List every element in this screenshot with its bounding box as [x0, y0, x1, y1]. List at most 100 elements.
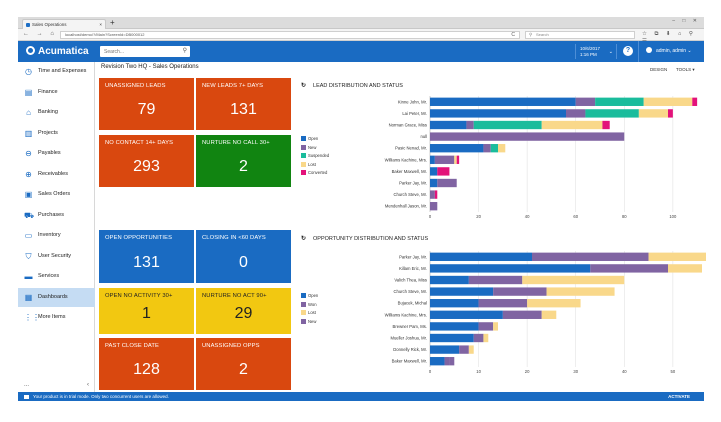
sidebar-item-receivables[interactable]: ⊕ Receivables [18, 165, 95, 184]
logo[interactable]: Acumatica [26, 45, 89, 58]
y-tick-label: Pasic Nenad, Mr. [395, 146, 427, 151]
sidebar-item-payables[interactable]: ⊖ Payables [18, 144, 95, 163]
more-dots[interactable]: ... [24, 382, 30, 388]
window-controls[interactable]: – □ ✕ [672, 18, 700, 24]
bar-segment [430, 190, 435, 199]
bar-segment [430, 132, 625, 141]
legend-item[interactable]: Lost [301, 310, 318, 319]
kpi-tile[interactable]: NURTURE NO ACT 90+ 29 [196, 288, 291, 334]
stopwatch-icon: ◷ [25, 67, 32, 76]
opp-chart-legend: Open Won Lost New [301, 293, 318, 327]
kpi-value: 131 [230, 101, 257, 118]
sidebar-item-time-and-expenses[interactable]: ◷ Time and Expenses [18, 62, 95, 81]
bar-segment [478, 299, 528, 308]
lead-chart-title: LEAD DISTRIBUTION AND STATUS [313, 83, 403, 89]
sidebar-item-label: Receivables [38, 170, 68, 177]
sidebar-item-inventory[interactable]: ▭ Inventory [18, 226, 95, 245]
sidebar-item-label: Projects [38, 129, 58, 136]
legend-label: Won [308, 301, 317, 307]
legend-swatch [301, 144, 306, 150]
legend-item[interactable]: New [301, 318, 318, 328]
kpi-tile[interactable]: CLOSING IN <60 DAYS 0 [196, 230, 291, 283]
legend-item[interactable]: Won [301, 301, 318, 311]
bar-segment [527, 299, 581, 308]
sidebar-item-banking[interactable]: ⌂ Banking [18, 103, 95, 122]
x-tick-label: 80 [622, 214, 627, 219]
sidebar-item-services[interactable]: ▬ Services [18, 267, 95, 286]
sidebar-item-finance[interactable]: ▤ Finance [18, 83, 95, 102]
reload-icon[interactable]: C [511, 32, 515, 38]
sidebar-item-dashboards[interactable]: ▦ Dashboards [18, 287, 95, 307]
lead-distribution-chart: 020406080100120140Kinne John, Mr.Lai Pet… [385, 96, 698, 219]
sidebar-item-projects[interactable]: ▥ Projects [18, 124, 95, 143]
legend-item[interactable]: Converted [301, 170, 329, 179]
tab-close-icon[interactable]: × [99, 22, 102, 27]
sidebar-item-user-security[interactable]: ⛉ User Security [18, 247, 95, 266]
refresh-icon[interactable]: ↻ [301, 83, 307, 89]
help-icon[interactable]: ? [623, 46, 633, 56]
y-tick-label: Church Steve, Mr. [393, 289, 427, 294]
bar-segment [437, 178, 457, 188]
breadcrumb-company[interactable]: Revision Two HQ [101, 64, 148, 70]
search-icon[interactable]: ⚲ [182, 48, 187, 54]
sidebar-item-label: Sales Orders [38, 191, 71, 197]
bar-segment [532, 252, 649, 261]
logo-text: Acumatica [38, 46, 89, 57]
legend-item[interactable]: Open [301, 293, 318, 302]
kpi-tile[interactable]: OPEN OPPORTUNITIES 131 [99, 230, 194, 283]
y-tick-label: Parker Jay, Mr. [399, 181, 427, 186]
y-tick-label: null [420, 134, 427, 139]
browser-nav-buttons[interactable]: ← → ⌂ [23, 31, 57, 37]
design-button[interactable]: DESIGN [650, 67, 668, 72]
kpi-tile[interactable]: UNASSIGNED LEADS 79 [99, 78, 194, 130]
sidebar-item-sales-orders[interactable]: ▣ Sales Orders [18, 185, 95, 204]
bar-segment [437, 167, 450, 176]
new-tab-button[interactable]: + [110, 18, 115, 27]
sales-orders-icon: ▣ [24, 190, 33, 199]
sidebar-item-purchases[interactable]: ⛟ Purchases [18, 206, 95, 225]
app-header: Acumatica ⚲ 10/6/2017 1:16 PM ⌄ ? admin,… [18, 41, 704, 62]
y-tick-label: Church Steve, Mr. [393, 192, 427, 197]
kpi-tile[interactable]: OPEN NO ACTIVITY 30+ 1 [99, 288, 194, 334]
business-date-selector[interactable]: 10/6/2017 1:16 PM ⌄ [575, 44, 617, 59]
bar-segment [454, 155, 457, 164]
kpi-tile[interactable]: UNASSIGNED OPPS 2 [196, 338, 291, 390]
services-icon: ▬ [24, 272, 33, 281]
user-menu[interactable]: admin, admin ⌄ [638, 41, 704, 62]
y-tick-label: Mendenhall Jason, Mr. [385, 204, 427, 209]
kpi-tile[interactable]: NURTURE NO CALL 30+ 2 [196, 135, 291, 187]
legend-item[interactable]: Open [301, 136, 329, 145]
url-field[interactable]: localhost/demo/?/Main?ScreenId=DB000012 … [60, 31, 520, 39]
bar-segment [434, 155, 455, 164]
y-tick-label: Donnelly Rick, Mr. [393, 347, 427, 352]
browser-search-field[interactable]: ⚲ Search [525, 31, 635, 39]
sidebar-item-more-items[interactable]: ⋮⋮ More Items [18, 308, 95, 327]
legend-swatch [301, 170, 306, 175]
bar-segment [493, 322, 498, 331]
kpi-tile[interactable]: NEW LEADS 7+ DAYS 131 [196, 78, 291, 130]
collapse-sidebar-icon[interactable]: ‹ [87, 382, 89, 388]
sidebar-item-label: Purchases [38, 211, 64, 218]
kpi-title: UNASSIGNED OPPS [202, 343, 260, 349]
sidebar-item-label: Banking [38, 109, 58, 115]
user-icon [646, 47, 652, 53]
app-search-input[interactable] [100, 46, 176, 57]
grid-icon: ⋮⋮ [24, 313, 40, 322]
trial-message: Your product is in trial mode. Only two … [33, 394, 169, 399]
legend-item[interactable]: New [301, 144, 329, 154]
kpi-tile[interactable]: PAST CLOSE DATE 128 [99, 338, 194, 390]
kpi-tile[interactable]: NO CONTACT 14+ DAYS 293 [99, 135, 194, 187]
bar-segment [459, 345, 469, 354]
payables-icon: ⊖ [25, 149, 32, 158]
legend-item[interactable]: Lost [301, 161, 329, 171]
refresh-icon[interactable]: ↻ [301, 236, 307, 242]
activate-link[interactable]: ACTIVATE [668, 394, 690, 399]
bar-segment [430, 322, 479, 331]
tools-menu[interactable]: TOOLS ▾ [676, 67, 695, 72]
info-icon [24, 394, 29, 399]
sidebar-item-label: Inventory [38, 232, 61, 238]
browser-tab[interactable]: Sales Operations × [22, 19, 106, 29]
business-date: 10/6/2017 [580, 46, 601, 51]
bar-segment [490, 144, 498, 153]
legend-item[interactable]: Suspended [301, 153, 329, 162]
